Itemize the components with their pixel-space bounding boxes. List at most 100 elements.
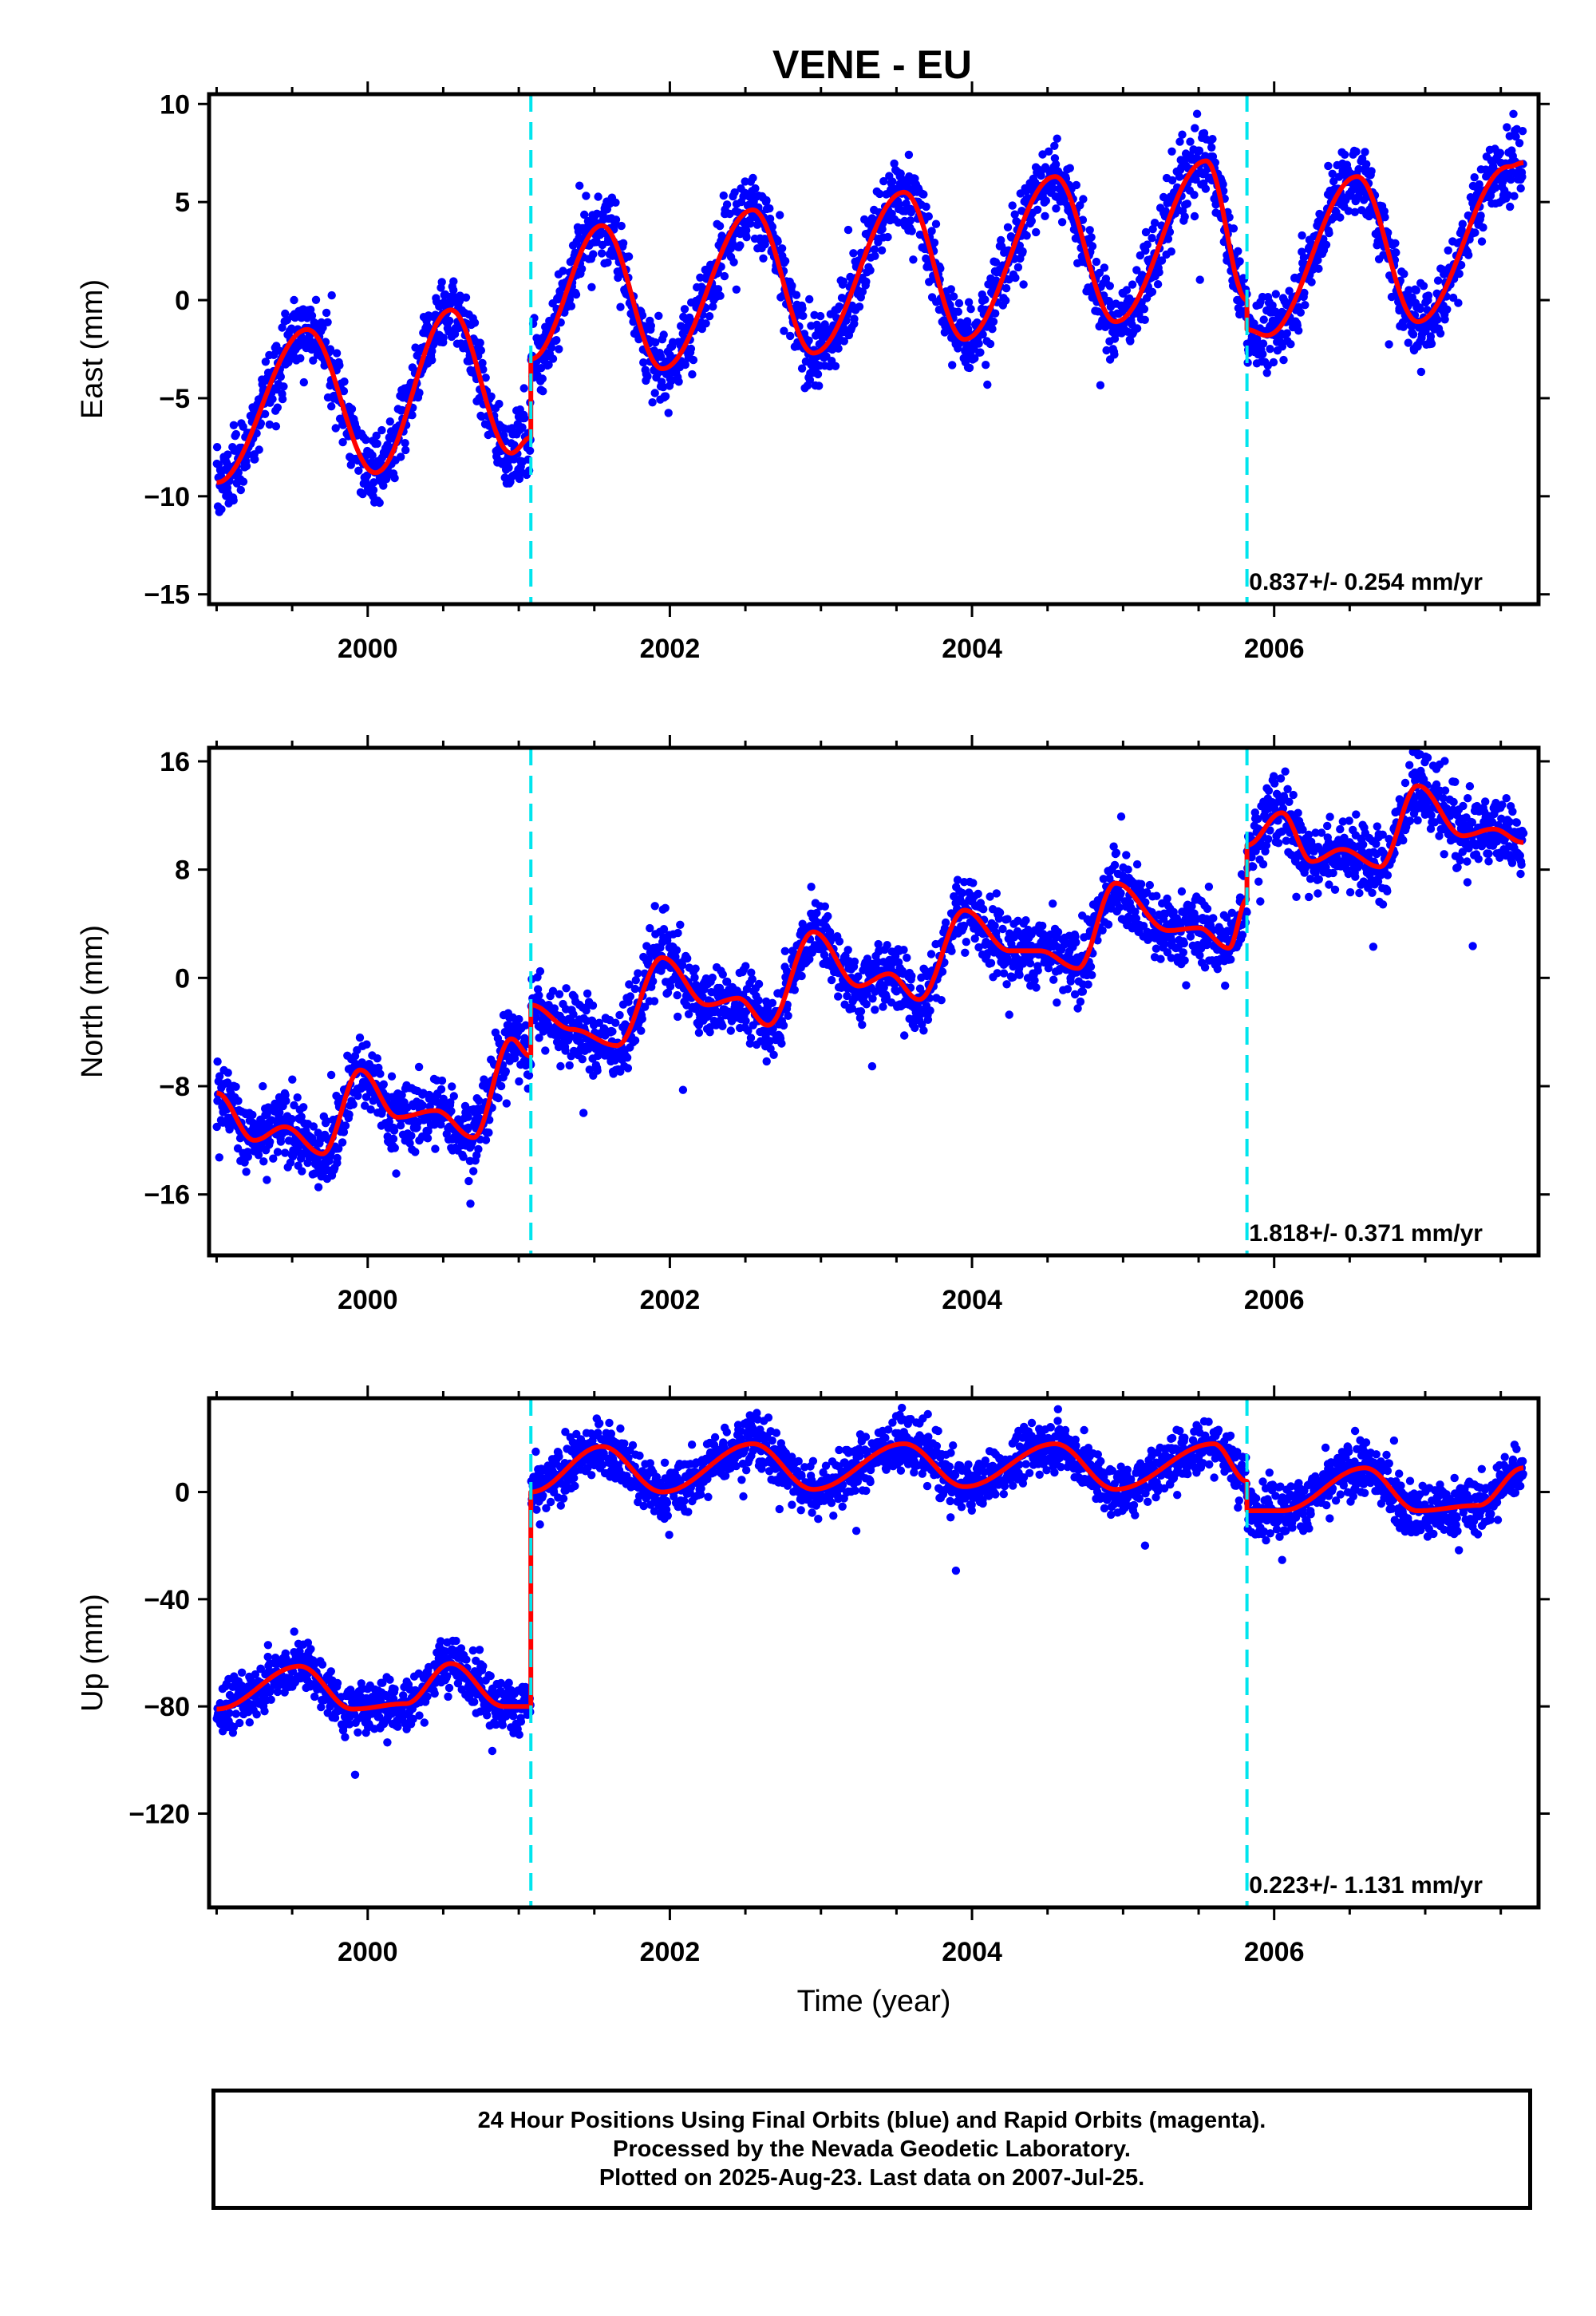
- data-point: [962, 938, 971, 947]
- data-point: [556, 1061, 565, 1071]
- data-point: [1456, 260, 1466, 270]
- data-point: [997, 235, 1005, 245]
- data-point: [368, 451, 377, 460]
- data-point: [1443, 305, 1452, 314]
- data-point: [1381, 213, 1389, 222]
- data-point: [575, 181, 584, 190]
- data-point: [552, 336, 561, 345]
- data-point: [266, 1137, 275, 1147]
- data-point: [768, 223, 777, 231]
- east-rate-label: 0.837+/- 0.254 mm/yr: [1249, 569, 1483, 595]
- data-point: [1122, 851, 1131, 860]
- data-point: [1156, 954, 1165, 963]
- data-point: [229, 421, 239, 429]
- data-point: [788, 281, 796, 290]
- data-point: [899, 946, 908, 954]
- data-point: [1367, 167, 1376, 176]
- data-point: [623, 1064, 633, 1073]
- data-point: [392, 1169, 401, 1178]
- data-point: [299, 1103, 308, 1112]
- data-point: [1190, 191, 1199, 200]
- data-point: [753, 220, 762, 229]
- data-point: [911, 1023, 919, 1033]
- y-tick-label: −10: [144, 482, 190, 512]
- data-point: [839, 337, 849, 346]
- data-point: [650, 389, 659, 397]
- data-point: [346, 460, 355, 469]
- data-point: [856, 1007, 866, 1016]
- data-point: [780, 326, 788, 335]
- data-point: [1361, 148, 1369, 156]
- data-point: [236, 485, 245, 495]
- data-point: [630, 1036, 640, 1045]
- data-point: [290, 295, 298, 305]
- x-tick-label: 2002: [640, 634, 701, 664]
- data-point: [282, 1097, 290, 1105]
- data-point: [379, 1080, 388, 1089]
- data-point: [1163, 235, 1173, 243]
- data-point: [1032, 227, 1041, 237]
- data-point: [648, 398, 657, 407]
- data-point: [525, 446, 535, 455]
- data-point: [807, 883, 816, 891]
- data-point: [1408, 330, 1418, 339]
- data-point: [476, 346, 485, 355]
- data-point: [256, 419, 266, 428]
- data-point: [1079, 195, 1088, 204]
- data-point: [339, 1128, 349, 1136]
- data-point: [1030, 976, 1039, 985]
- data-point: [638, 1014, 646, 1023]
- data-point: [268, 394, 277, 404]
- data-point: [278, 394, 287, 404]
- data-point: [1258, 350, 1267, 358]
- east-frame: [207, 92, 1541, 607]
- data-point: [263, 1109, 271, 1118]
- data-point: [1294, 326, 1303, 335]
- data-point: [676, 920, 685, 930]
- data-point: [379, 481, 388, 490]
- data-point: [769, 1050, 778, 1060]
- data-point: [297, 1113, 306, 1121]
- data-point: [696, 273, 705, 282]
- data-point: [437, 1085, 446, 1094]
- data-point: [376, 1069, 385, 1078]
- data-point: [355, 1034, 365, 1042]
- data-point: [779, 1021, 788, 1030]
- data-point: [904, 150, 914, 160]
- data-point: [594, 192, 602, 201]
- data-point: [1015, 970, 1024, 979]
- data-point: [850, 314, 859, 323]
- data-point: [674, 1012, 682, 1022]
- data-point: [1195, 275, 1204, 284]
- data-point: [1132, 266, 1141, 275]
- data-point: [1053, 134, 1061, 143]
- data-point: [213, 1097, 222, 1105]
- data-point: [273, 403, 282, 412]
- data-point: [1011, 273, 1020, 283]
- data-point: [773, 237, 782, 246]
- data-point: [544, 360, 553, 370]
- data-point: [415, 389, 424, 397]
- data-point: [1191, 175, 1200, 184]
- data-point: [1416, 304, 1425, 314]
- data-point: [538, 374, 547, 383]
- data-point: [1336, 213, 1345, 222]
- data-point: [447, 1107, 456, 1116]
- data-point: [954, 307, 963, 316]
- data-point: [555, 345, 563, 354]
- data-point: [690, 973, 699, 982]
- data-point: [681, 360, 689, 370]
- data-point: [396, 1121, 405, 1130]
- data-point: [1098, 926, 1107, 935]
- data-point: [243, 1152, 252, 1161]
- data-point: [1207, 143, 1216, 152]
- data-point: [1314, 255, 1322, 265]
- data-point: [311, 295, 321, 304]
- data-point: [1477, 237, 1487, 246]
- data-point: [1116, 888, 1125, 898]
- data-point: [464, 1113, 472, 1121]
- data-point: [617, 221, 626, 231]
- data-point: [239, 422, 247, 431]
- data-point: [275, 1108, 284, 1117]
- data-point: [661, 903, 670, 913]
